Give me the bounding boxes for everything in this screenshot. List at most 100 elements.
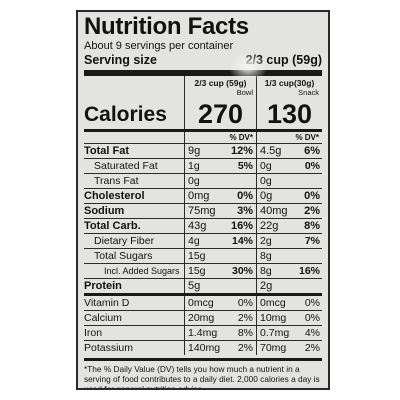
column-2-header: 1/3 cup(30g) Snack bbox=[256, 76, 322, 97]
dv-1: 8% bbox=[237, 327, 253, 339]
column-headers: 2/3 cup (59g) Bowl 1/3 cup(30g) Snack bbox=[84, 76, 322, 97]
nutrient-name: Trans Fat bbox=[94, 175, 139, 187]
nutrient-name: Saturated Fat bbox=[94, 160, 158, 172]
dv-1: 2% bbox=[237, 312, 253, 324]
dv-1: 0% bbox=[237, 297, 253, 309]
amount-2: 8g bbox=[256, 249, 294, 263]
nutrient-row: Saturated Fat 1g 5% 0g 0% bbox=[84, 158, 322, 173]
nutrient-row: Sodium 75mg 3% 40mg 2% bbox=[84, 203, 322, 218]
amount-1: 43g bbox=[184, 219, 227, 233]
dv-1: 0% bbox=[237, 190, 253, 202]
nutrient-name: Total Fat bbox=[84, 145, 130, 157]
amount-1: 0g bbox=[184, 174, 227, 188]
dv-1 bbox=[227, 174, 256, 188]
dv-2: 6% bbox=[304, 145, 320, 157]
amount-1: 5g bbox=[184, 279, 227, 293]
amount-2: 2g bbox=[256, 234, 294, 248]
dv-2 bbox=[294, 249, 322, 263]
calories-value-1: 270 bbox=[184, 97, 256, 129]
dv-1: 12% bbox=[230, 145, 253, 157]
calories-value-2: 130 bbox=[256, 97, 322, 129]
dv-2: 0% bbox=[304, 160, 320, 172]
dv-spacer bbox=[84, 132, 184, 143]
nutrition-facts-label: Nutrition Facts About 9 servings per con… bbox=[76, 10, 330, 390]
amount-2: 0g bbox=[256, 189, 294, 203]
divider-thick bbox=[84, 70, 322, 76]
serving-size-label: Serving size bbox=[84, 53, 157, 67]
nutrient-row: Protein 5g 2g bbox=[84, 278, 322, 293]
amount-1: 1g bbox=[184, 159, 227, 173]
dv-2: 7% bbox=[304, 235, 320, 247]
amount-2: 0.7mg bbox=[256, 326, 294, 340]
vitamin-name: Vitamin D bbox=[84, 297, 130, 309]
vitamin-name: Potassium bbox=[84, 342, 134, 354]
amount-2: 40mg bbox=[256, 204, 294, 218]
column-2-category: Snack bbox=[298, 88, 319, 97]
nutrient-row: Trans Fat 0g 0g bbox=[84, 173, 322, 188]
dv-1: 16% bbox=[230, 220, 253, 232]
dv-header-1: % DV* bbox=[184, 132, 256, 143]
divider-medium bbox=[84, 129, 322, 132]
amount-1: 20mg bbox=[184, 311, 227, 325]
amount-2: 0mcg bbox=[256, 296, 294, 310]
vitamin-row: Potassium 140mg 2% 70mg 2% bbox=[84, 340, 322, 355]
calories-label: Calories bbox=[84, 103, 167, 126]
amount-1: 9g bbox=[184, 144, 227, 158]
column-1-serving: 2/3 cup (59g) bbox=[194, 78, 247, 88]
nutrient-name: Sodium bbox=[84, 205, 125, 217]
amount-2: 0g bbox=[256, 159, 294, 173]
vitamin-name: Iron bbox=[84, 327, 103, 339]
dv-2: 0% bbox=[304, 312, 320, 324]
amount-2: 22g bbox=[256, 219, 294, 233]
dv-2 bbox=[294, 174, 322, 188]
amount-1: 75mg bbox=[184, 204, 227, 218]
column-1-category: Bowl bbox=[236, 88, 253, 97]
dv-1: 14% bbox=[231, 235, 253, 247]
dv-1 bbox=[227, 249, 256, 263]
column-1-header: 2/3 cup (59g) Bowl bbox=[184, 76, 256, 97]
dv-2: 4% bbox=[304, 327, 320, 339]
vitamin-row: Iron 1.4mg 8% 0.7mg 4% bbox=[84, 325, 322, 340]
nutrient-name: Dietary Fiber bbox=[94, 235, 155, 247]
amount-2: 8g bbox=[256, 264, 294, 278]
nutrient-row: Dietary Fiber 4g 14% 2g 7% bbox=[84, 233, 322, 248]
dv-1 bbox=[227, 279, 256, 293]
nutrient-row: Incl. Added Sugars 15g 30% 8g 16% bbox=[84, 263, 322, 278]
servings-per-container: About 9 servings per container bbox=[84, 40, 234, 52]
dv-2: 16% bbox=[298, 265, 320, 277]
dv-2 bbox=[294, 279, 322, 293]
amount-2: 0g bbox=[256, 174, 294, 188]
amount-1: 140mg bbox=[184, 341, 227, 355]
dv-1: 3% bbox=[237, 205, 253, 217]
dv-1: 30% bbox=[231, 265, 253, 277]
dv-1: 5% bbox=[237, 160, 253, 172]
amount-1: 15g bbox=[184, 249, 227, 263]
dv-header-row: % DV* % DV* bbox=[84, 132, 322, 143]
amount-1: 4g bbox=[184, 234, 227, 248]
vitamin-name: Calcium bbox=[84, 312, 122, 324]
amount-1: 15g bbox=[184, 264, 227, 278]
nutrient-row: Cholesterol 0mg 0% 0g 0% bbox=[84, 188, 322, 203]
nutrient-name: Cholesterol bbox=[84, 190, 145, 202]
dv-2: 0% bbox=[304, 190, 320, 202]
nutrient-table: Total Fat 9g 12% 4.5g 6% Saturated Fat 1… bbox=[84, 143, 322, 355]
amount-2: 70mg bbox=[256, 341, 294, 355]
amount-2: 10mg bbox=[256, 311, 294, 325]
header-spacer bbox=[84, 76, 184, 97]
amount-1: 1.4mg bbox=[184, 326, 227, 340]
nutrient-name: Total Carb. bbox=[84, 220, 141, 232]
dv-2: 2% bbox=[304, 205, 320, 217]
dv-header-2: % DV* bbox=[256, 132, 322, 143]
amount-1: 0mg bbox=[184, 189, 227, 203]
amount-2: 2g bbox=[256, 279, 294, 293]
dv-2: 8% bbox=[304, 220, 320, 232]
calories-row: Calories 270 130 bbox=[84, 97, 322, 129]
dv-2: 2% bbox=[304, 342, 320, 354]
amount-2: 4.5g bbox=[256, 144, 294, 158]
dv-2: 0% bbox=[304, 297, 320, 309]
serving-size-row: Serving size 2/3 cup (59g) bbox=[84, 53, 322, 70]
nutrient-row: Total Sugars 15g 8g bbox=[84, 248, 322, 263]
daily-value-footnote: *The % Daily Value (DV) tells you how mu… bbox=[84, 358, 322, 388]
amount-1: 0mcg bbox=[184, 296, 227, 310]
nutrient-row: Total Fat 9g 12% 4.5g 6% bbox=[84, 143, 322, 158]
